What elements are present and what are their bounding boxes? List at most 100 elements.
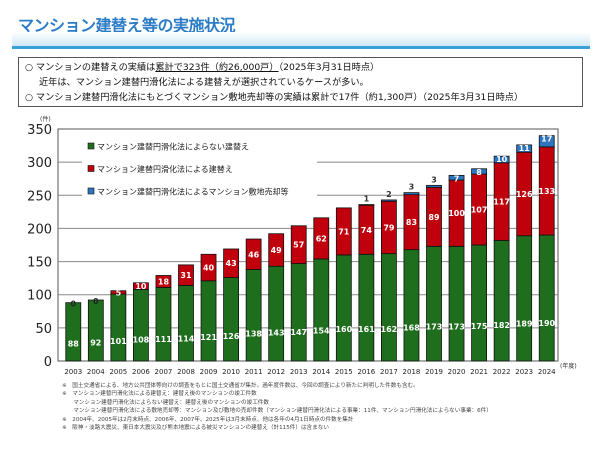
bar-segment-0	[358, 253, 375, 362]
x-tick-label: 2016	[357, 368, 375, 376]
data-label: 126	[516, 190, 533, 199]
data-label: 114	[178, 334, 195, 343]
data-label: 3	[431, 175, 437, 184]
y-tick-label: 350	[27, 123, 52, 138]
y-axis-label: (件)	[40, 115, 51, 123]
data-label: 89	[428, 213, 440, 222]
bar-segment-2	[426, 184, 442, 188]
bar-segment-0	[133, 289, 149, 362]
bar-segment-0	[426, 245, 442, 362]
data-label: 46	[248, 250, 260, 259]
data-label: 173	[426, 323, 443, 332]
data-label: 18	[158, 277, 170, 286]
legend-label: マンション建替円滑化法による建替え	[97, 164, 233, 174]
summary-box: ○ マンションの建替えの実績は累計で323件（約26,000戸）（2025年3月…	[18, 57, 583, 107]
data-label: 108	[133, 336, 150, 345]
x-tick-label: 2014	[312, 368, 330, 376]
bar-segment-0	[223, 277, 239, 362]
bar-segment-2	[471, 168, 487, 175]
bar-segment-1	[223, 248, 239, 278]
data-label: 189	[516, 319, 533, 328]
summary-line-3: ○ マンション建替円滑化法にもとづくマンション敷地売却等の実績は累計で17件（約…	[25, 92, 524, 103]
bar-segment-1	[245, 238, 262, 270]
x-tick-label: 2024	[538, 368, 556, 376]
data-label: 160	[335, 325, 352, 334]
data-label: 182	[493, 321, 510, 330]
bar-segment-0	[335, 254, 352, 362]
bar-segment-1	[178, 264, 194, 286]
bar-segment-0	[268, 265, 285, 362]
y-tick-label: 250	[27, 189, 52, 204]
x-axis-label: (年度)	[560, 362, 577, 370]
x-tick-label: 2015	[335, 368, 353, 376]
page-title: マンション建替え等の実施状況	[18, 16, 236, 35]
x-tick-label: 2010	[222, 368, 240, 376]
data-label: 71	[338, 227, 350, 236]
y-tick-label: 200	[27, 222, 52, 237]
bar-segment-2	[403, 192, 420, 196]
data-label: 62	[316, 234, 327, 243]
summary-line-1: ○ マンションの建替えの実績は累計で323件（約26,000戸）（2025年3月…	[25, 60, 582, 75]
legend-swatch	[87, 165, 95, 172]
x-tick-label: 2019	[425, 368, 443, 376]
x-tick-label: 2021	[470, 368, 488, 376]
bar-segment-0	[65, 302, 82, 362]
x-tick-label: 2018	[403, 368, 421, 376]
bar-segment-0	[403, 249, 420, 362]
data-label: 111	[155, 335, 172, 344]
bar-segment-0	[381, 253, 397, 362]
data-label: 83	[406, 218, 417, 227]
data-label: 57	[293, 241, 304, 250]
data-label: 162	[381, 325, 398, 334]
data-label: 154	[313, 326, 330, 335]
bar-segment-2	[381, 199, 397, 202]
data-label: 117	[493, 198, 510, 207]
bar-segment-1	[290, 225, 307, 264]
bar-segment-1	[200, 253, 217, 282]
data-label: 138	[245, 330, 262, 339]
y-tick-label: 0	[44, 355, 52, 370]
legend-swatch	[87, 187, 95, 195]
summary-line-2: 近年は、マンション建替円滑化法による建替えが選択されているケースが多い。	[39, 77, 369, 88]
x-tick-label: 2007	[155, 368, 173, 376]
bar-segment-1	[313, 217, 330, 260]
data-label: 11	[519, 144, 531, 153]
bar-segment-0	[313, 258, 330, 362]
x-tick-label: 2005	[109, 368, 127, 376]
summary-line-1-prefix: ○ マンションの建替えの実績は	[25, 62, 156, 73]
data-label: 8	[476, 168, 482, 177]
data-label: 100	[448, 209, 465, 218]
footnote-3: マンション建替円滑化法による敷地売却等：マンション及び敷地の売却件数（マンション…	[62, 408, 492, 415]
bar-segment-0	[200, 280, 217, 362]
data-label: 40	[203, 264, 215, 273]
bar-segment-0	[178, 285, 194, 362]
data-label: 173	[448, 323, 465, 332]
x-tick-label: 2009	[200, 368, 218, 376]
bar-segment-2	[516, 144, 533, 153]
data-label: 1	[364, 195, 370, 204]
data-label: 5	[116, 289, 122, 298]
legend-swatch	[87, 142, 95, 150]
bar-segment-2	[358, 204, 375, 206]
footnote-2: マンション建替円滑化法によらない建替え：建替え後のマンションの竣工件数	[62, 399, 269, 406]
x-tick-label: 2017	[380, 368, 398, 376]
bar-segment-0	[493, 239, 510, 362]
bar-segment-0	[471, 244, 487, 362]
bar-segment-0	[155, 287, 172, 362]
bar-segment-1	[268, 233, 285, 267]
y-tick-label: 150	[27, 256, 52, 271]
data-label: 49	[271, 246, 283, 255]
bar-segment-0	[87, 299, 104, 362]
data-label: 143	[268, 329, 285, 338]
data-label: 0	[70, 300, 76, 309]
x-tick-label: 2020	[448, 368, 466, 376]
y-tick-label: 300	[27, 156, 52, 171]
footnote-4: ※ 2004年、2005年は2月末時点、2006年、2007年、2025年は3月…	[62, 416, 354, 423]
data-label: 133	[538, 187, 555, 196]
bar-segment-0	[245, 269, 262, 362]
bar-segment-0	[516, 235, 533, 362]
bar-segment-1	[335, 207, 352, 256]
summary-line-1-highlight: 累計で323件（約26,000戸）	[155, 62, 279, 73]
legend-label: マンション建替円滑化法によらない建替え	[97, 142, 249, 152]
